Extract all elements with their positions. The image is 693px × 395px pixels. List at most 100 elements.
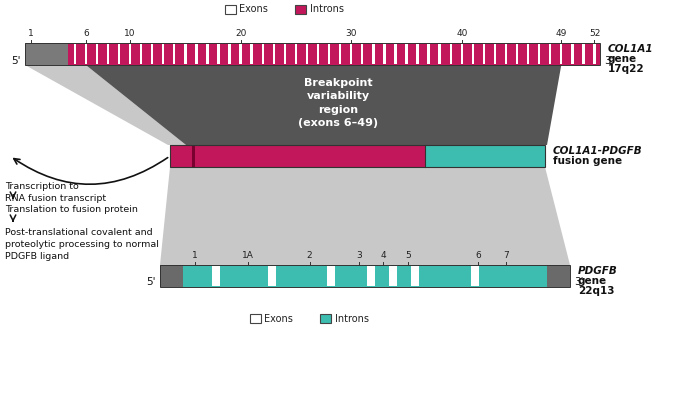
Text: 2: 2: [307, 251, 313, 260]
Bar: [272, 44, 275, 64]
Bar: [394, 44, 396, 64]
Text: gene: gene: [608, 54, 637, 64]
Text: 40: 40: [456, 29, 468, 38]
Text: 7: 7: [504, 251, 509, 260]
Bar: [560, 44, 563, 64]
Bar: [218, 44, 220, 64]
Bar: [326, 266, 335, 286]
Text: PDGFB: PDGFB: [578, 266, 617, 276]
Text: COL1A1: COL1A1: [608, 44, 653, 54]
Bar: [295, 44, 297, 64]
Bar: [493, 44, 496, 64]
Bar: [339, 44, 342, 64]
Text: 6: 6: [475, 251, 481, 260]
Bar: [389, 266, 397, 286]
Bar: [593, 44, 596, 64]
Bar: [320, 314, 331, 323]
Bar: [516, 44, 518, 64]
Bar: [483, 44, 485, 64]
Bar: [471, 266, 479, 286]
Text: 10: 10: [124, 29, 136, 38]
Text: 5: 5: [405, 251, 411, 260]
Bar: [129, 44, 131, 64]
Text: Introns: Introns: [335, 314, 369, 324]
Bar: [184, 44, 186, 64]
Text: Breakpoint
variability
region
(exons 6–49): Breakpoint variability region (exons 6–4…: [299, 78, 378, 128]
Text: 49: 49: [556, 29, 567, 38]
Bar: [160, 265, 182, 287]
Bar: [538, 44, 541, 64]
Text: 3': 3': [604, 56, 613, 66]
Bar: [439, 44, 441, 64]
Polygon shape: [160, 167, 570, 265]
Bar: [425, 145, 545, 167]
Text: 3: 3: [356, 251, 362, 260]
Bar: [571, 44, 574, 64]
Text: 1: 1: [192, 251, 198, 260]
Bar: [261, 44, 264, 64]
Bar: [107, 44, 109, 64]
Bar: [383, 44, 385, 64]
Bar: [350, 44, 353, 64]
Bar: [416, 44, 419, 64]
Text: 4: 4: [380, 251, 386, 260]
Bar: [268, 266, 277, 286]
Bar: [207, 44, 209, 64]
Text: 20: 20: [235, 29, 246, 38]
Bar: [367, 266, 375, 286]
Text: Post-translational covalent and
proteolytic processing to normal
PDGFB ligand: Post-translational covalent and proteoly…: [5, 228, 159, 261]
Bar: [461, 44, 463, 64]
Text: gene: gene: [578, 276, 607, 286]
Bar: [428, 44, 430, 64]
Text: 1: 1: [28, 29, 33, 38]
Bar: [547, 265, 570, 287]
Text: COL1A1-PDGFB: COL1A1-PDGFB: [553, 146, 642, 156]
Bar: [118, 44, 120, 64]
Bar: [160, 265, 570, 287]
Bar: [73, 44, 76, 64]
Bar: [212, 266, 220, 286]
Text: 52: 52: [589, 29, 600, 38]
Bar: [328, 44, 331, 64]
Bar: [472, 44, 474, 64]
Bar: [225, 5, 236, 14]
Text: 6: 6: [83, 29, 89, 38]
Bar: [229, 44, 231, 64]
Bar: [25, 43, 68, 65]
Text: Exons: Exons: [264, 314, 293, 324]
Bar: [405, 44, 407, 64]
Text: 3': 3': [574, 277, 584, 287]
Polygon shape: [25, 65, 186, 145]
Bar: [450, 44, 452, 64]
Bar: [505, 44, 507, 64]
Text: 1A: 1A: [243, 251, 254, 260]
Bar: [151, 44, 153, 64]
Polygon shape: [86, 65, 561, 145]
Bar: [173, 44, 175, 64]
Bar: [25, 43, 600, 65]
Text: Exons: Exons: [239, 4, 268, 15]
Bar: [170, 145, 545, 167]
Bar: [192, 145, 195, 167]
Bar: [527, 44, 529, 64]
Bar: [140, 44, 142, 64]
Text: 17q22: 17q22: [608, 64, 644, 74]
Bar: [582, 44, 585, 64]
Bar: [250, 314, 261, 323]
Bar: [372, 44, 374, 64]
Bar: [96, 44, 98, 64]
Text: 5': 5': [12, 56, 21, 66]
Bar: [85, 44, 87, 64]
Bar: [239, 44, 242, 64]
Text: 22q13: 22q13: [578, 286, 615, 296]
Bar: [549, 44, 552, 64]
Bar: [295, 5, 306, 14]
Text: Introns: Introns: [310, 4, 344, 15]
Bar: [283, 44, 286, 64]
Text: fusion gene: fusion gene: [553, 156, 622, 166]
Text: 5': 5': [146, 277, 156, 287]
Bar: [411, 266, 419, 286]
Bar: [361, 44, 363, 64]
Bar: [317, 44, 319, 64]
Bar: [160, 265, 570, 287]
